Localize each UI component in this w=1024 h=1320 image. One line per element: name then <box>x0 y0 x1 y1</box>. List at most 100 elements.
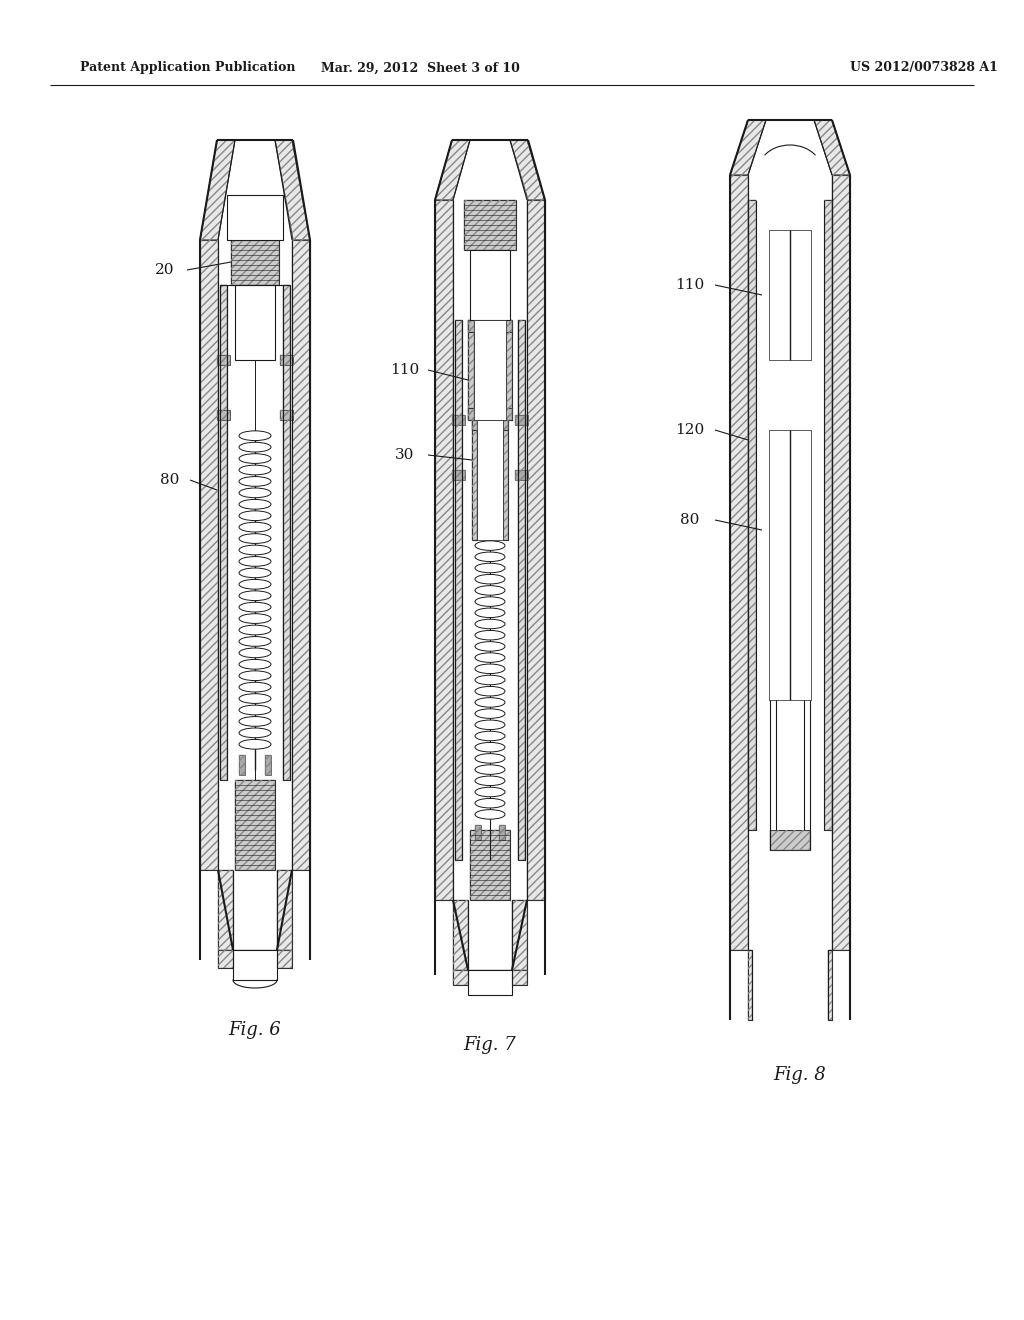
Polygon shape <box>780 360 784 430</box>
Polygon shape <box>217 355 230 366</box>
Polygon shape <box>200 140 234 240</box>
Text: Fig. 8: Fig. 8 <box>773 1067 826 1084</box>
Polygon shape <box>218 870 233 950</box>
Text: US 2012/0073828 A1: US 2012/0073828 A1 <box>850 62 997 74</box>
Ellipse shape <box>239 602 271 612</box>
Polygon shape <box>831 176 850 950</box>
Polygon shape <box>748 201 756 830</box>
Text: 110: 110 <box>676 279 705 292</box>
Text: 30: 30 <box>395 447 415 462</box>
Polygon shape <box>453 970 527 985</box>
Polygon shape <box>762 230 818 246</box>
Ellipse shape <box>475 642 505 651</box>
Polygon shape <box>472 420 477 540</box>
Polygon shape <box>730 120 766 176</box>
Polygon shape <box>811 230 818 360</box>
Ellipse shape <box>239 717 271 726</box>
Polygon shape <box>278 870 292 950</box>
Ellipse shape <box>239 499 271 510</box>
Ellipse shape <box>239 729 271 738</box>
Ellipse shape <box>239 545 271 554</box>
Bar <box>769 230 811 360</box>
Ellipse shape <box>475 698 505 708</box>
Ellipse shape <box>475 676 505 685</box>
Bar <box>769 430 811 700</box>
Ellipse shape <box>475 653 505 663</box>
Polygon shape <box>200 240 218 870</box>
Ellipse shape <box>475 586 505 595</box>
Ellipse shape <box>239 671 271 681</box>
Polygon shape <box>231 240 279 285</box>
Polygon shape <box>280 355 293 366</box>
Bar <box>227 195 283 240</box>
Ellipse shape <box>239 591 271 601</box>
Polygon shape <box>811 430 818 700</box>
Polygon shape <box>455 319 462 861</box>
Ellipse shape <box>475 619 505 628</box>
Polygon shape <box>435 201 453 900</box>
Polygon shape <box>506 319 512 420</box>
Polygon shape <box>234 780 275 870</box>
Polygon shape <box>280 411 293 420</box>
Polygon shape <box>762 430 818 442</box>
Polygon shape <box>470 830 510 900</box>
Polygon shape <box>468 319 474 420</box>
Polygon shape <box>239 755 245 775</box>
Polygon shape <box>275 140 310 240</box>
Ellipse shape <box>239 430 271 441</box>
Text: 80: 80 <box>161 473 179 487</box>
Polygon shape <box>283 285 290 780</box>
Ellipse shape <box>475 552 505 561</box>
Ellipse shape <box>239 511 271 520</box>
Ellipse shape <box>239 579 271 589</box>
Polygon shape <box>515 470 528 480</box>
Ellipse shape <box>475 799 505 808</box>
Polygon shape <box>796 360 800 430</box>
Ellipse shape <box>475 564 505 573</box>
Ellipse shape <box>475 776 505 785</box>
Polygon shape <box>220 285 227 780</box>
Ellipse shape <box>475 764 505 775</box>
Polygon shape <box>804 700 810 830</box>
Ellipse shape <box>239 694 271 704</box>
Text: 110: 110 <box>390 363 420 378</box>
Polygon shape <box>435 140 470 201</box>
Text: Fig. 6: Fig. 6 <box>228 1020 282 1039</box>
Bar <box>474 319 506 420</box>
Polygon shape <box>730 176 748 950</box>
Ellipse shape <box>239 523 271 532</box>
Ellipse shape <box>239 614 271 623</box>
Ellipse shape <box>239 454 271 463</box>
Polygon shape <box>770 830 810 850</box>
Polygon shape <box>468 319 512 333</box>
Polygon shape <box>828 950 831 1020</box>
Ellipse shape <box>475 709 505 718</box>
Polygon shape <box>510 140 545 201</box>
Ellipse shape <box>475 574 505 583</box>
Bar <box>756 201 824 830</box>
Bar <box>477 420 503 540</box>
Text: Fig. 7: Fig. 7 <box>464 1036 516 1053</box>
Polygon shape <box>468 408 512 420</box>
Ellipse shape <box>475 809 505 820</box>
Ellipse shape <box>239 488 271 498</box>
Polygon shape <box>475 825 481 840</box>
Polygon shape <box>472 420 508 430</box>
Bar <box>234 285 275 360</box>
Ellipse shape <box>239 465 271 475</box>
Polygon shape <box>770 700 776 830</box>
Ellipse shape <box>475 664 505 673</box>
Bar <box>776 700 804 830</box>
Ellipse shape <box>239 648 271 657</box>
Ellipse shape <box>475 609 505 618</box>
Polygon shape <box>527 201 545 900</box>
Polygon shape <box>515 414 528 425</box>
Polygon shape <box>762 345 818 360</box>
Ellipse shape <box>475 541 505 550</box>
Ellipse shape <box>239 682 271 692</box>
Ellipse shape <box>239 557 271 566</box>
Polygon shape <box>503 420 508 540</box>
Polygon shape <box>453 900 468 970</box>
Ellipse shape <box>239 626 271 635</box>
Text: 80: 80 <box>680 513 699 527</box>
